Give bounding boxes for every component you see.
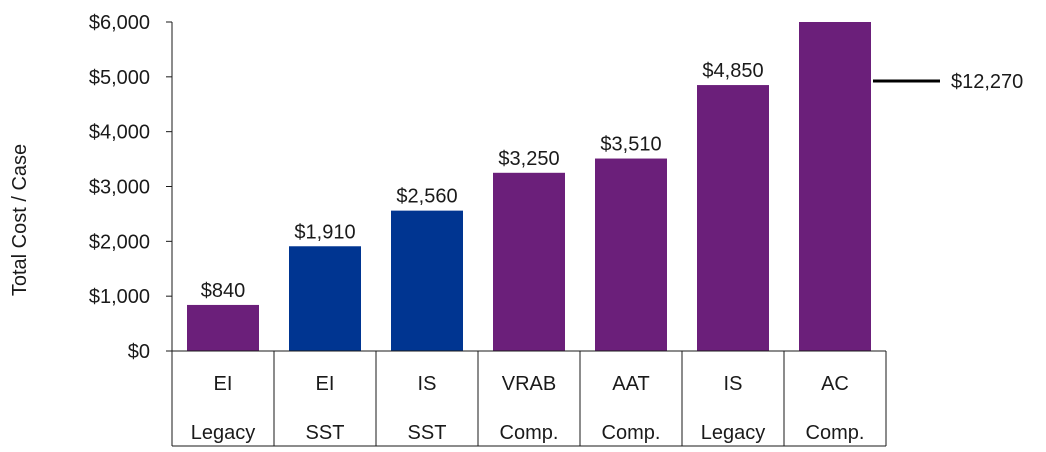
category-table: EI Legacy EI SST IS SST VRAB Comp. AAT Comp. IS Leg… xyxy=(171,350,887,447)
category-label-line1: EI xyxy=(214,373,233,395)
y-tick-label: $6,000 xyxy=(89,12,150,34)
bar xyxy=(595,158,667,351)
category-label-line1: AC xyxy=(821,373,849,395)
bar xyxy=(391,210,463,351)
category-label-line2: Comp. xyxy=(602,422,661,444)
data-labels: $840 $1,910 $2,560 $3,250 $3,510 $4,850 $12,27… xyxy=(201,60,1024,302)
category-label-line2: SST xyxy=(306,422,345,444)
category-label-line1: EI xyxy=(316,373,335,395)
bar xyxy=(697,85,769,351)
data-label: $4,850 xyxy=(702,60,763,82)
data-label: $3,250 xyxy=(498,148,559,170)
y-axis-label: Total Cost / Case xyxy=(9,144,31,296)
y-tick-label: $2,000 xyxy=(89,231,150,253)
data-label: $3,510 xyxy=(600,134,661,156)
y-tick-label: $4,000 xyxy=(89,122,150,144)
y-tick-label: $3,000 xyxy=(89,177,150,199)
data-label: $12,270 xyxy=(951,71,1023,93)
category-label-line1: IS xyxy=(418,373,437,395)
y-tick-label: $5,000 xyxy=(89,67,150,89)
y-tick-label: $0 xyxy=(128,341,150,363)
bar xyxy=(187,304,259,351)
category-label-line2: Comp. xyxy=(806,422,865,444)
data-label: $840 xyxy=(201,280,246,302)
y-axis: $0 $1,000 $2,000 $3,000 $4,000 $5,000 $6,000 xyxy=(89,12,173,363)
category-label-line2: Legacy xyxy=(191,422,256,444)
bar xyxy=(799,22,871,351)
category-label-line1: IS xyxy=(724,373,743,395)
bars xyxy=(187,22,871,351)
category-label-line2: SST xyxy=(408,422,447,444)
data-label: $1,910 xyxy=(294,221,355,243)
y-tick-label: $1,000 xyxy=(89,286,150,308)
bar xyxy=(493,172,565,351)
category-label-line1: AAT xyxy=(612,373,649,395)
bar xyxy=(289,246,361,351)
category-label-line2: Legacy xyxy=(701,422,766,444)
category-label-line2: Comp. xyxy=(500,422,559,444)
data-label: $2,560 xyxy=(396,186,457,208)
category-label-line1: VRAB xyxy=(502,373,556,395)
